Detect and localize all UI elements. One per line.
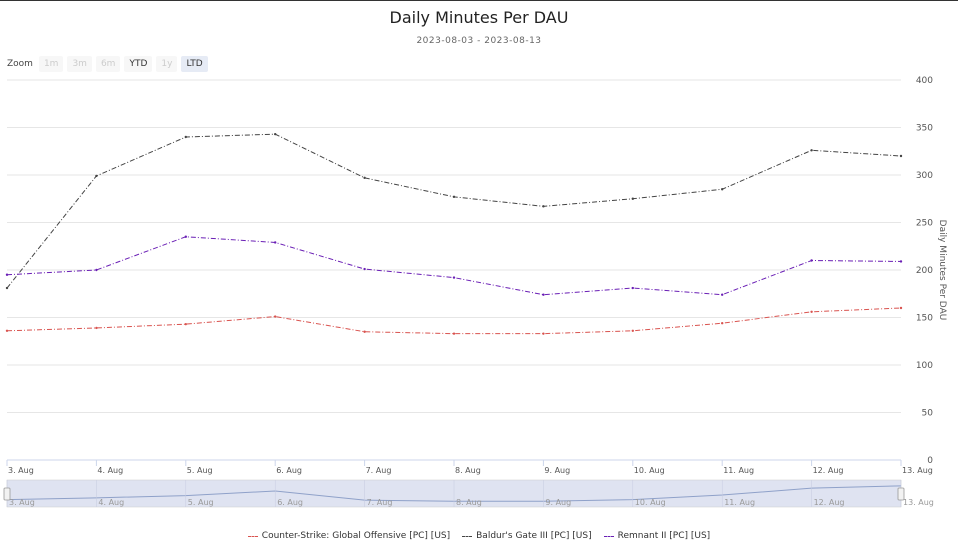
data-point: [363, 330, 366, 333]
y-tick-label: 250: [916, 219, 933, 229]
navigator-tick-label: 5. Aug: [188, 498, 214, 507]
y-tick-label: 100: [916, 361, 933, 371]
data-point: [184, 135, 187, 139]
data-point: [452, 276, 456, 279]
legend-label-baldurs-gate: Baldur's Gate III [PC] [US]: [476, 531, 592, 541]
zoom-ytd-button[interactable]: YTD: [124, 56, 153, 72]
navigator-tick-label: 11. Aug: [724, 498, 755, 507]
y-tick-label: 50: [922, 409, 934, 419]
data-point: [899, 306, 903, 310]
x-tick-label: 6. Aug: [276, 466, 302, 475]
navigator-tick-label: 13. Aug: [903, 498, 934, 507]
y-tick-label: 350: [916, 124, 933, 134]
legend-swatch-csgo: [247, 535, 258, 537]
chart-title: Daily Minutes Per DAU: [389, 8, 569, 27]
navigator-tick-label: 3. Aug: [9, 498, 35, 507]
data-point: [95, 268, 98, 272]
x-tick-label: 13. Aug: [902, 466, 933, 475]
data-point: [721, 188, 724, 191]
y-tick-label: 400: [916, 76, 933, 86]
y-tick-label: 0: [927, 456, 933, 466]
legend: Counter-Strike: Global Offensive [PC] [U…: [0, 531, 958, 541]
data-point: [452, 332, 456, 335]
data-point: [899, 154, 903, 158]
data-point: [363, 267, 366, 271]
data-point: [542, 293, 545, 296]
y-tick-label: 150: [916, 314, 933, 324]
top-border: [0, 0, 958, 1]
x-tick-label: 5. Aug: [187, 466, 213, 475]
series-line[interactable]: [6, 236, 902, 296]
legend-item-baldurs-gate[interactable]: Baldur's Gate III [PC] [US]: [462, 531, 592, 541]
data-point: [274, 315, 277, 318]
data-point: [363, 176, 366, 180]
zoom-3m-button[interactable]: 3m: [67, 56, 92, 72]
x-tick-label: 10. Aug: [634, 466, 665, 475]
data-point: [274, 132, 277, 136]
data-point: [274, 241, 277, 244]
legend-label-remnant: Remnant II [PC] [US]: [617, 531, 711, 541]
navigator-tick-label: 12. Aug: [814, 498, 845, 507]
y-tick-label: 200: [916, 266, 933, 276]
legend-swatch-baldurs-gate: [462, 535, 473, 537]
y-axis-title: Daily Minutes Per DAU: [937, 220, 947, 321]
data-point: [542, 205, 545, 208]
legend-label-csgo: Counter-Strike: Global Offensive [PC] [U…: [261, 531, 451, 541]
data-point: [631, 197, 634, 200]
navigator-tick-label: 9. Aug: [545, 498, 571, 507]
data-point: [452, 195, 456, 199]
x-tick-label: 4. Aug: [97, 466, 123, 475]
x-tick-label: 3. Aug: [8, 466, 34, 475]
legend-swatch-remnant: [603, 535, 614, 537]
data-point: [5, 273, 9, 276]
navigator-tick-label: 4. Aug: [98, 498, 124, 507]
data-point: [95, 174, 98, 178]
data-point: [5, 286, 9, 290]
navigator-left-handle[interactable]: [3, 487, 11, 501]
data-point: [631, 286, 634, 290]
x-tick-label: 11. Aug: [723, 466, 754, 475]
data-point: [5, 329, 9, 332]
data-point: [721, 322, 724, 325]
x-tick-label: 8. Aug: [455, 466, 481, 475]
x-tick-label: 7. Aug: [366, 466, 392, 475]
zoom-ltd-button[interactable]: LTD: [181, 56, 208, 72]
navigator-tick-label: 10. Aug: [635, 498, 666, 507]
series-line[interactable]: [6, 133, 902, 289]
data-point: [95, 326, 98, 330]
data-point: [721, 293, 724, 296]
data-point: [542, 332, 545, 335]
zoom-controls: Zoom 1m 3m 6m YTD 1y LTD: [7, 56, 208, 72]
data-point: [810, 259, 813, 262]
zoom-label: Zoom: [7, 59, 33, 69]
x-tick-label: 9. Aug: [544, 466, 570, 475]
data-point: [810, 310, 813, 313]
data-point: [631, 329, 634, 332]
data-point: [810, 149, 813, 152]
navigator-tick-label: 7. Aug: [367, 498, 393, 507]
zoom-6m-button[interactable]: 6m: [95, 56, 121, 72]
x-tick-label: 12. Aug: [813, 466, 844, 475]
y-tick-label: 300: [916, 171, 933, 181]
legend-item-csgo[interactable]: Counter-Strike: Global Offensive [PC] [U…: [247, 531, 451, 541]
series-line[interactable]: [6, 307, 902, 335]
zoom-1y-button[interactable]: 1y: [156, 56, 178, 72]
zoom-1m-button[interactable]: 1m: [38, 56, 64, 72]
data-point: [899, 260, 903, 263]
navigator-tick-label: 6. Aug: [277, 498, 303, 507]
data-point: [184, 322, 187, 326]
chart-subtitle: 2023-08-03 - 2023-08-13: [416, 36, 542, 46]
navigator-tick-label: 8. Aug: [456, 498, 482, 507]
navigator-right-handle[interactable]: [897, 487, 905, 501]
legend-item-remnant[interactable]: Remnant II [PC] [US]: [603, 531, 711, 541]
data-point: [184, 235, 187, 238]
